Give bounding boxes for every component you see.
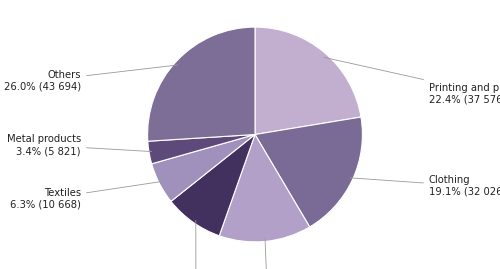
Wedge shape xyxy=(148,134,255,164)
Wedge shape xyxy=(220,134,310,242)
Wedge shape xyxy=(255,117,362,227)
Wedge shape xyxy=(148,27,255,141)
Text: Others
26.0% (43 694): Others 26.0% (43 694) xyxy=(4,65,178,92)
Text: Clothing
19.1% (32 026): Clothing 19.1% (32 026) xyxy=(350,175,500,197)
Wedge shape xyxy=(255,27,361,134)
Text: Printing and publishing
22.4% (37 576): Printing and publishing 22.4% (37 576) xyxy=(324,57,500,104)
Text: Metal products
3.4% (5 821): Metal products 3.4% (5 821) xyxy=(7,134,152,156)
Wedge shape xyxy=(152,134,255,201)
Text: Electronics
8.9% (14 879): Electronics 8.9% (14 879) xyxy=(160,220,232,269)
Text: Food and beverages
13.9% (23 331): Food and beverages 13.9% (23 331) xyxy=(218,239,318,269)
Text: Textiles
6.3% (10 668): Textiles 6.3% (10 668) xyxy=(10,182,162,210)
Wedge shape xyxy=(171,134,255,236)
